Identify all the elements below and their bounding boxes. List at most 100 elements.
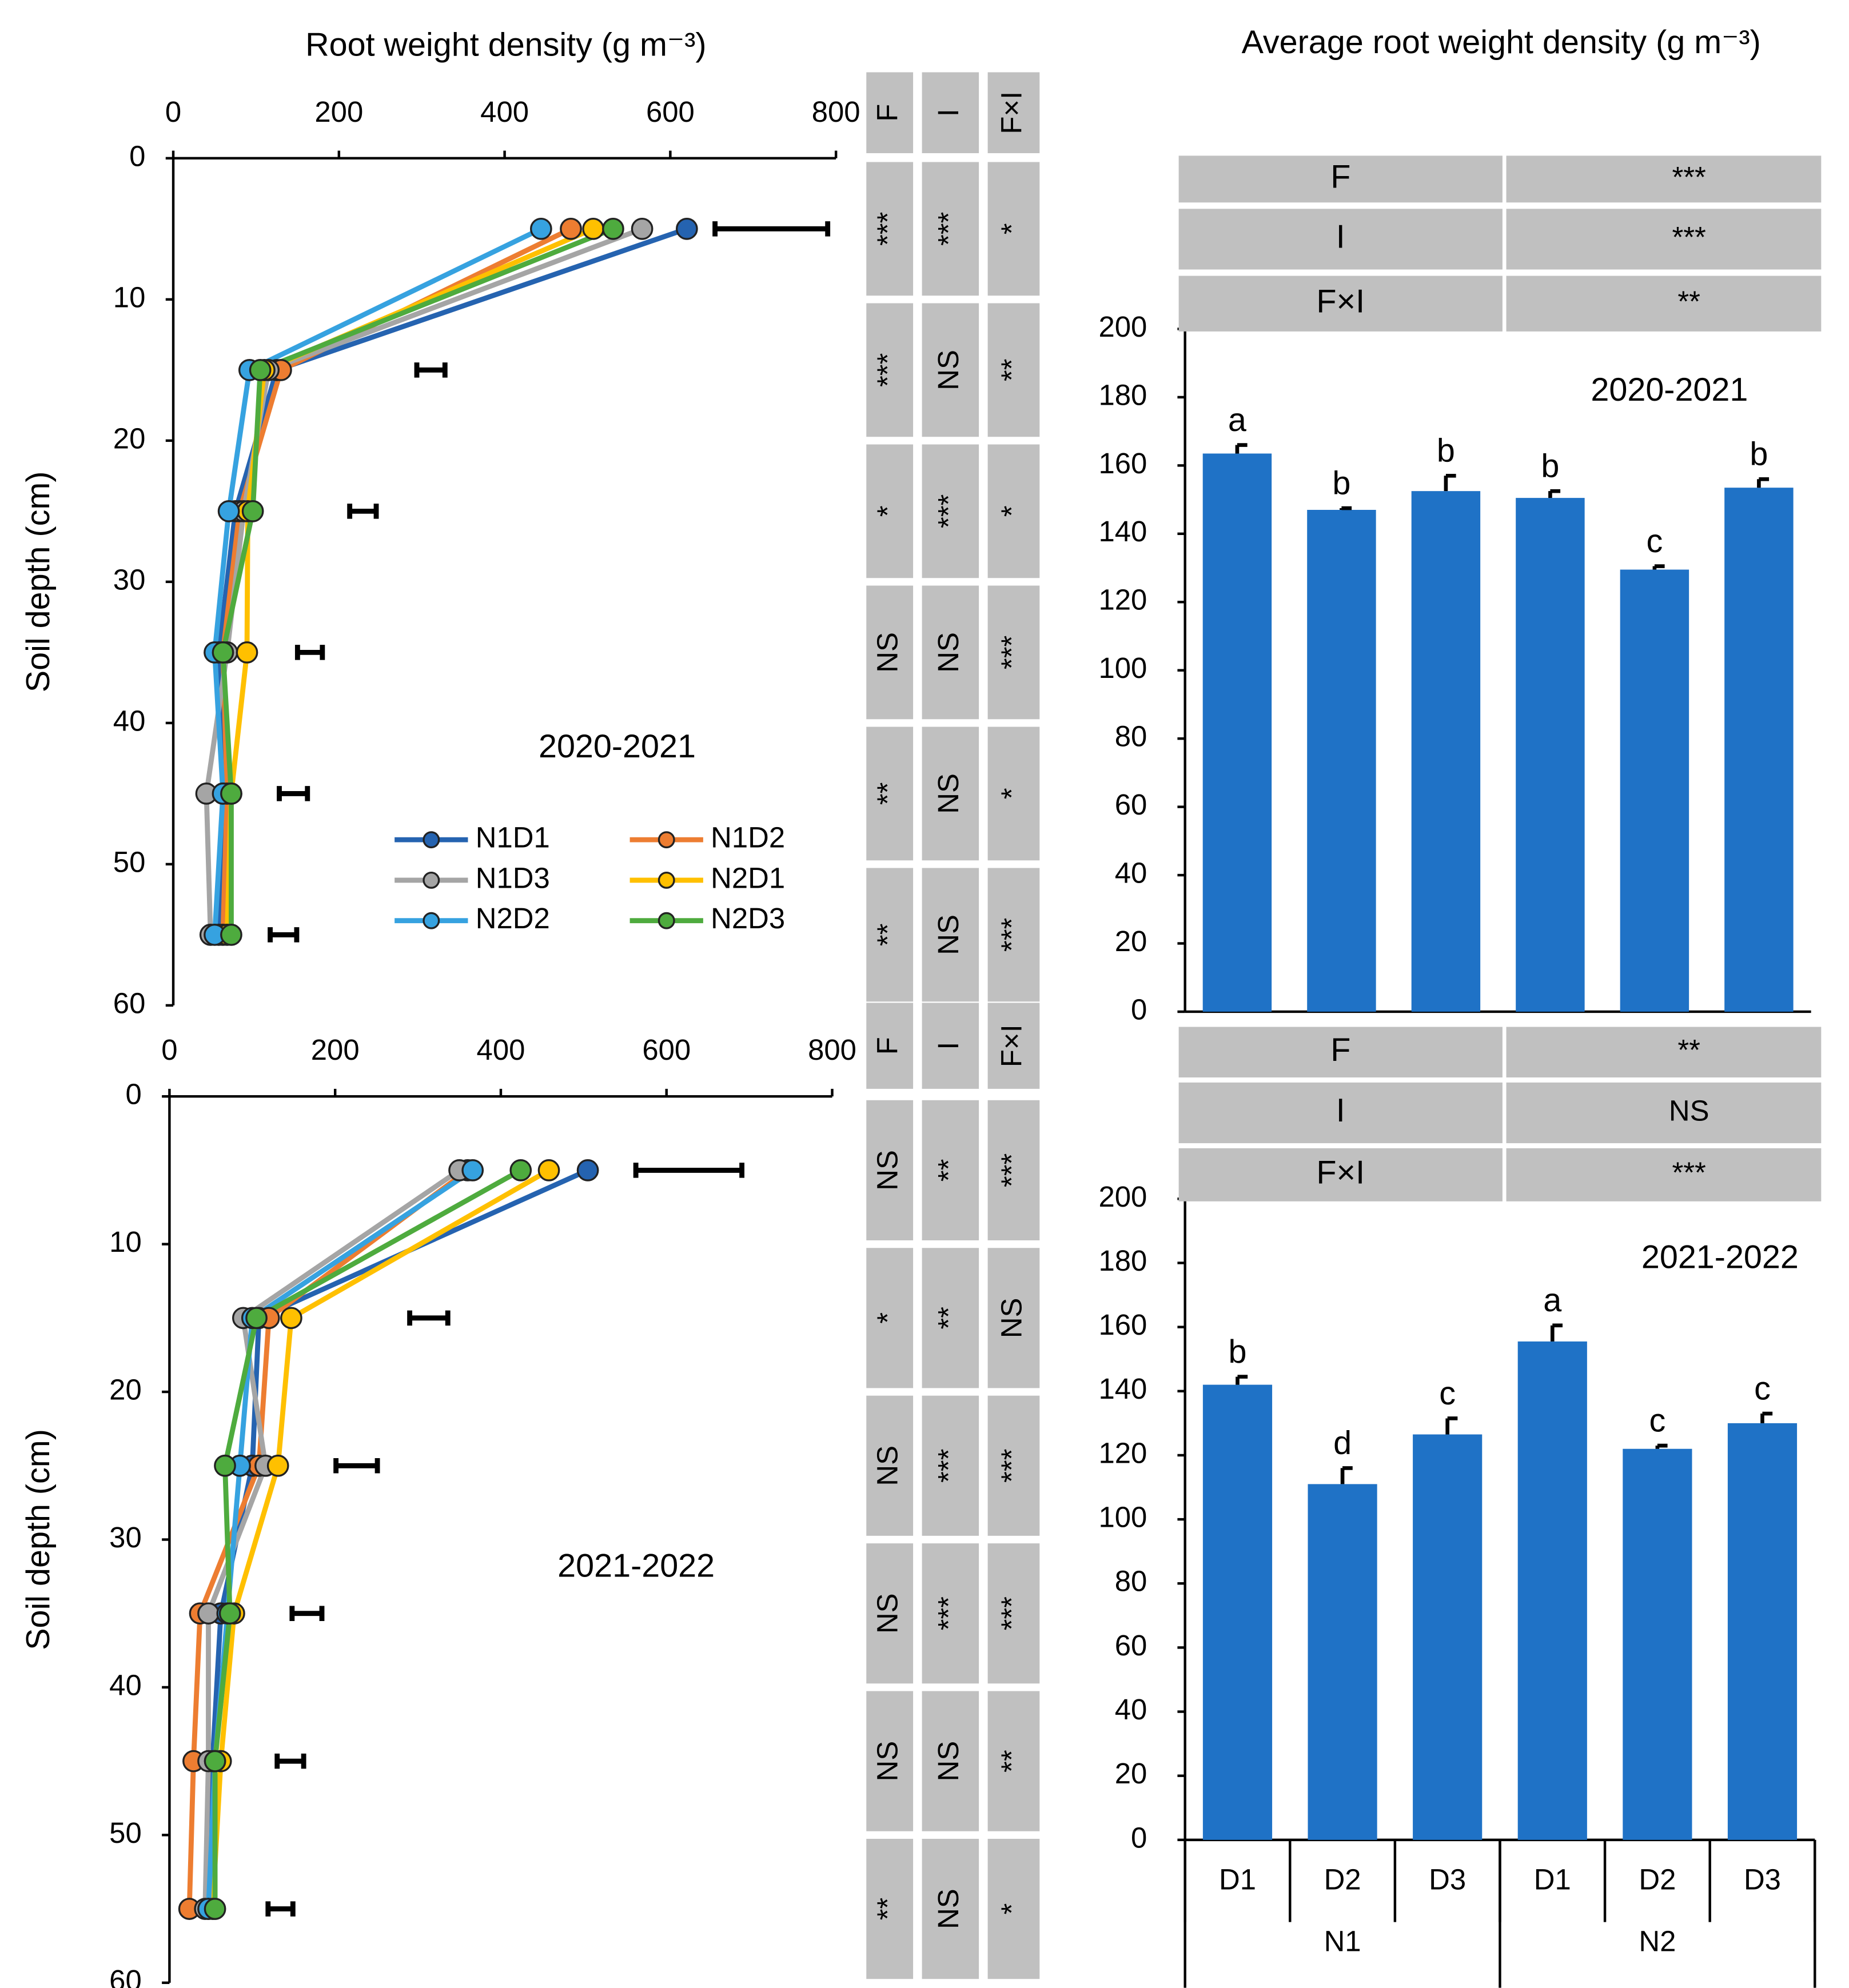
lsd-bar (268, 927, 300, 943)
marker (241, 500, 264, 522)
significance: *** (995, 918, 1027, 952)
table-cell (987, 726, 1040, 861)
marker (212, 641, 234, 664)
significance: * (995, 505, 1027, 517)
marker (197, 1602, 220, 1625)
significance: *** (932, 494, 965, 528)
bar (1724, 488, 1794, 1012)
legend-label: N2D2 (476, 902, 550, 935)
table-cell (987, 444, 1040, 578)
significance: ** (871, 924, 904, 947)
legend-marker (657, 871, 675, 889)
y-tick-label: 120 (1098, 1436, 1147, 1469)
table-cell (987, 585, 1040, 720)
y-tick-label: 60 (113, 987, 146, 1019)
significance: NS (932, 1741, 965, 1782)
lsd-bar (277, 786, 310, 801)
y-tick-label: 200 (1098, 1180, 1147, 1213)
table-cell (987, 1839, 1040, 1979)
x-tick-label: D3 (1429, 1863, 1466, 1895)
y-tick-label: 80 (1115, 720, 1147, 753)
table-cell (866, 1395, 914, 1536)
table-header: F (1330, 159, 1350, 195)
table-cell (922, 1395, 979, 1536)
letter: b (1750, 436, 1768, 473)
significance: ** (932, 1159, 965, 1182)
x-tick-label: 600 (646, 95, 695, 128)
x-tick-label: 200 (311, 1033, 360, 1066)
bar (1308, 1484, 1377, 1840)
series-line (204, 226, 643, 935)
letter: c (1647, 523, 1663, 560)
significance: ** (932, 1307, 965, 1330)
y-tick-label: 10 (113, 281, 146, 313)
y-tick-label: 40 (109, 1668, 142, 1701)
table-header: I (932, 1042, 965, 1050)
legend-marker (423, 912, 440, 929)
bar (1202, 1384, 1273, 1840)
series-line (220, 226, 615, 935)
error-bar (1550, 1323, 1563, 1342)
table-cell (922, 162, 979, 296)
lsd-bar (274, 1753, 306, 1769)
significance: *** (871, 353, 904, 387)
table-cell (987, 303, 1040, 437)
y-tick-label: 180 (1098, 378, 1147, 411)
lsd-bar (294, 645, 325, 660)
x-tick-label: 800 (808, 1033, 856, 1066)
error-bar (1760, 1411, 1773, 1423)
y-tick-label: 80 (1115, 1565, 1147, 1598)
marker (214, 1454, 236, 1477)
x-tick-label: D1 (1219, 1863, 1256, 1895)
y-tick-label: 30 (109, 1521, 142, 1554)
table-cell (922, 72, 979, 153)
letter: d (1333, 1425, 1352, 1462)
group-label: N1 (1324, 1925, 1361, 1958)
letter: a (1543, 1282, 1561, 1319)
x-tick-label: 0 (161, 1033, 177, 1066)
series-line (216, 226, 688, 935)
table-cell (1178, 155, 1503, 203)
table-cell (987, 72, 1040, 153)
series-line (202, 1168, 461, 1909)
significance: * (995, 223, 1027, 234)
legend-label: N1D2 (711, 821, 785, 854)
x-tick-label: D1 (1534, 1863, 1571, 1895)
lsd-bar (633, 1163, 745, 1178)
series-line (206, 1168, 589, 1909)
marker (529, 217, 552, 240)
table-cell (922, 1248, 979, 1388)
y-tick-label: 0 (125, 1078, 141, 1111)
significance: *** (1672, 1156, 1705, 1189)
bar (1202, 453, 1272, 1012)
letter: b (1437, 433, 1455, 469)
marker (204, 1898, 226, 1920)
legend-marker (657, 831, 675, 849)
table-cell (987, 1003, 1040, 1089)
lsd-bar (333, 1458, 380, 1474)
table-cell (866, 72, 914, 153)
y-tick-label: 60 (1115, 788, 1147, 821)
x-tick-label: D2 (1639, 1863, 1676, 1895)
table-cell (987, 1248, 1040, 1388)
y-axis-label: Soil depth (cm) (20, 1429, 57, 1650)
y-tick-label: 100 (1098, 1501, 1147, 1534)
table-cell (1178, 1148, 1503, 1201)
marker (631, 217, 653, 240)
y-axis-label: Soil depth (cm) (20, 472, 57, 693)
table-cell (1178, 276, 1503, 332)
marker (280, 1307, 302, 1330)
y-tick-label: 40 (1115, 1693, 1147, 1726)
marker (602, 217, 624, 240)
y-tick-label: 20 (113, 422, 146, 454)
legend-marker (423, 831, 440, 849)
bar (1307, 510, 1376, 1012)
table-header: F (1330, 1032, 1350, 1068)
significance: ** (995, 1750, 1027, 1773)
significance: NS (871, 632, 904, 673)
table-cell (866, 1839, 914, 1979)
y-tick-label: 30 (113, 563, 146, 596)
marker (220, 783, 242, 805)
